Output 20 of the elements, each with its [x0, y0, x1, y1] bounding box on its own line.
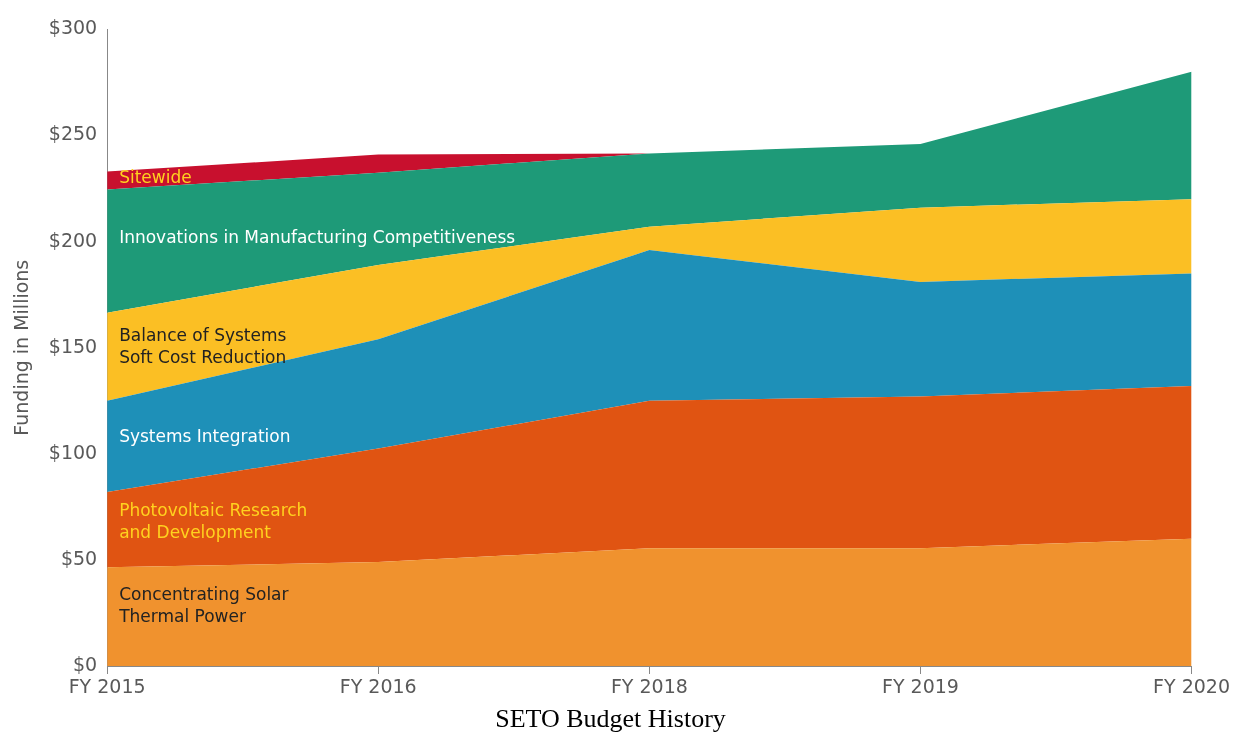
- series-label: Systems Integration: [119, 425, 291, 446]
- y-tick-label: $150: [48, 334, 98, 357]
- series-label: Photovoltaic Research and Development: [119, 499, 308, 542]
- x-tick-label: FY 2015: [68, 675, 146, 698]
- series-label: Balance of Systems Soft Cost Reduction: [119, 325, 287, 368]
- y-tick-label: $0: [72, 652, 98, 675]
- x-tick-label: FY 2020: [1153, 675, 1230, 698]
- y-tick-label: $200: [48, 228, 98, 251]
- y-axis-title: Funding in Millions: [10, 259, 33, 436]
- x-tick-label: FY 2018: [610, 675, 688, 698]
- y-tick-label: $50: [60, 546, 98, 569]
- text: SETO Budget History: [495, 704, 726, 734]
- x-tick-label: FY 2016: [339, 675, 417, 698]
- series-label: Sitewide: [119, 167, 192, 188]
- y-tick-label: $300: [48, 16, 98, 39]
- y-tick-label: $100: [48, 440, 98, 463]
- series-label: Concentrating Solar Thermal Power: [118, 584, 289, 627]
- x-tick-label: FY 2019: [881, 675, 959, 698]
- series-label: Innovations in Manufacturing Competitiveness: [119, 227, 516, 248]
- y-tick-label: $250: [48, 122, 98, 145]
